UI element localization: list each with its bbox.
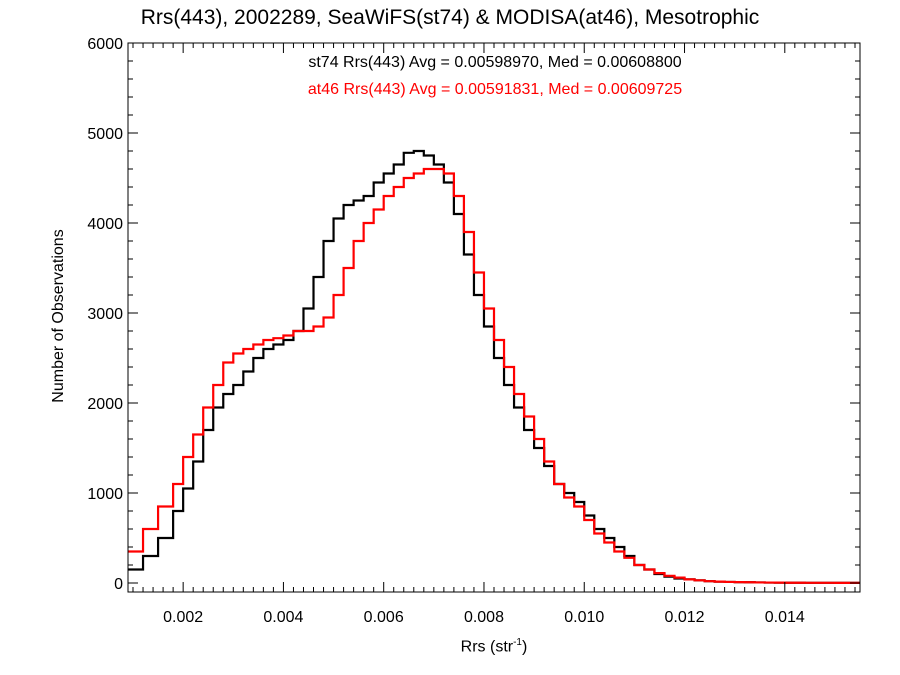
x-tick-label: 0.014 bbox=[765, 609, 805, 626]
y-tick-label: 1000 bbox=[87, 486, 123, 503]
x-tick-label: 0.002 bbox=[163, 609, 203, 626]
series-line-0 bbox=[128, 149, 860, 585]
y-tick-label: 5000 bbox=[87, 126, 123, 143]
y-axis-label: Number of Observations bbox=[50, 229, 67, 403]
x-tick-label: 0.004 bbox=[263, 609, 303, 626]
y-tick-label: 4000 bbox=[87, 216, 123, 233]
chart-title: Rrs(443), 2002289, SeaWiFS(st74) & MODIS… bbox=[140, 6, 760, 29]
x-tick-label: 0.008 bbox=[464, 609, 504, 626]
x-axis-label: Rrs (str-1) bbox=[460, 637, 528, 656]
y-tick-label: 0 bbox=[114, 576, 123, 593]
series-line-1 bbox=[128, 167, 860, 585]
y-tick-label: 6000 bbox=[87, 36, 123, 53]
x-tick-label: 0.006 bbox=[364, 609, 404, 626]
y-tick-label: 3000 bbox=[87, 306, 123, 323]
annotation-at46: at46 Rrs(443) Avg = 0.00591831, Med = 0.… bbox=[307, 81, 683, 98]
x-tick-label: 0.010 bbox=[564, 609, 604, 626]
x-tick-label: 0.012 bbox=[664, 609, 704, 626]
y-tick-label: 2000 bbox=[87, 396, 123, 413]
annotation-st74: st74 Rrs(443) Avg = 0.00598970, Med = 0.… bbox=[308, 54, 682, 71]
